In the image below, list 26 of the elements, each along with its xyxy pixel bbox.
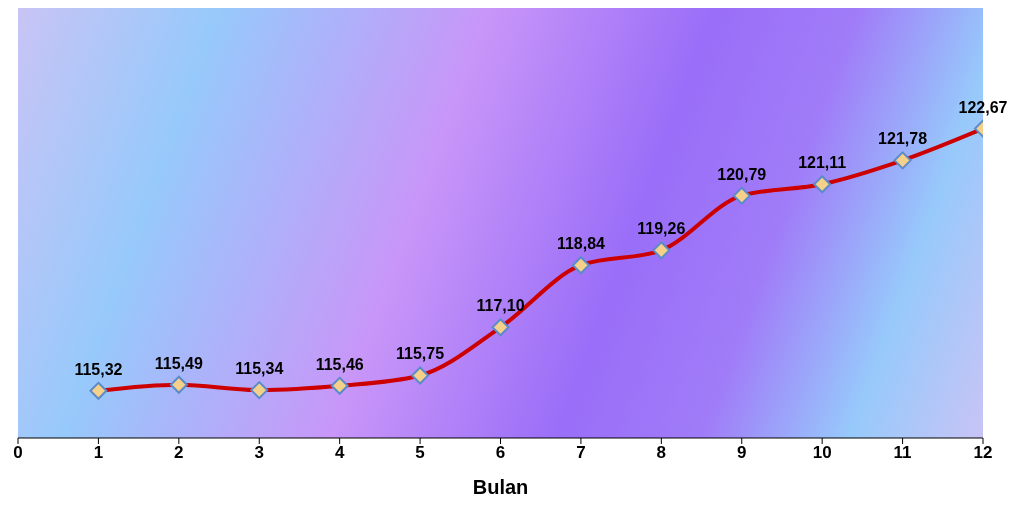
x-tick-label: 7 [576,443,586,463]
data-label: 115,46 [315,355,364,373]
data-label: 121,11 [798,154,847,172]
x-tick-label: 0 [13,443,23,463]
x-tick-label: 8 [656,443,667,463]
x-tick-label: 5 [415,443,425,463]
x-tick-label: 12 [973,443,993,463]
x-axis-title: Bulan [472,476,529,498]
data-label: 122,67 [958,98,1008,116]
data-label: 121,78 [878,130,928,148]
data-label: 115,49 [154,354,203,372]
data-label: 119,26 [637,220,686,238]
x-tick-label: 6 [495,443,506,463]
x-tick-label: 11 [893,443,912,463]
data-label: 118,84 [556,235,606,253]
data-label: 120,79 [717,165,767,183]
data-label: 115,75 [396,345,445,363]
x-tick-label: 1 [93,443,104,463]
data-label: 115,34 [235,360,284,378]
data-label: 115,32 [74,360,123,378]
x-tick-label: 2 [174,443,184,463]
x-tick-label: 4 [334,443,345,463]
x-tick-label: 9 [737,443,747,463]
x-tick-label: 10 [812,443,832,463]
data-label: 117,10 [476,297,525,315]
x-tick-label: 3 [254,443,264,463]
